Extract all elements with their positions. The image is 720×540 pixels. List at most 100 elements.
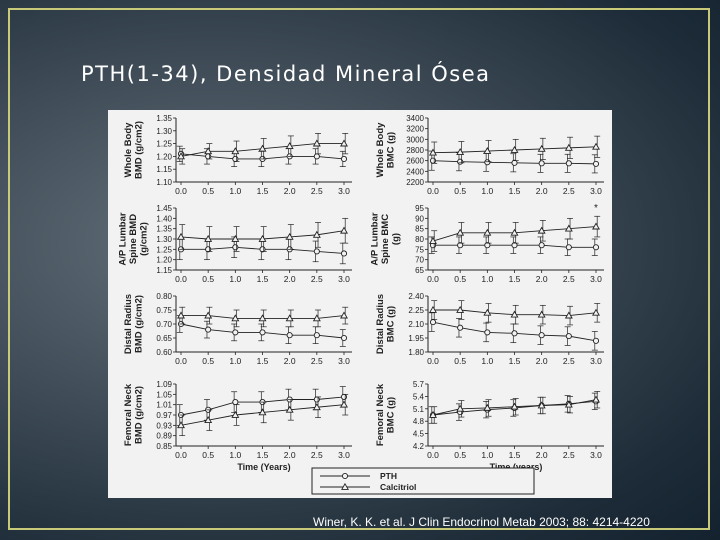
y-axis-label: (g/cm2) bbox=[139, 222, 150, 256]
x-tick-label: 2.5 bbox=[563, 274, 575, 284]
data-point bbox=[456, 404, 465, 412]
data-point bbox=[313, 396, 320, 403]
series-circle bbox=[428, 312, 600, 351]
y-tick-label: 80 bbox=[415, 235, 424, 244]
x-tick-label: 3.0 bbox=[338, 274, 350, 284]
y-axis-label: (g) bbox=[391, 233, 402, 245]
y-tick-label: 2.40 bbox=[408, 292, 424, 301]
data-point bbox=[564, 224, 573, 232]
series-circle bbox=[176, 386, 348, 426]
citation: Winer, K. K. et al. J Clin Endocrinol Me… bbox=[313, 515, 650, 529]
data-point bbox=[483, 308, 492, 316]
x-tick-label: 2.0 bbox=[284, 274, 296, 284]
y-tick-label: 1.25 bbox=[156, 140, 172, 149]
data-point bbox=[340, 250, 348, 257]
x-tick-label: 2.5 bbox=[311, 450, 323, 460]
data-point bbox=[340, 139, 348, 147]
series-triangle bbox=[429, 300, 601, 326]
y-tick-label: 95 bbox=[415, 204, 424, 213]
y-axis-label: Distal Radius bbox=[123, 294, 134, 354]
x-tick-label: 2.5 bbox=[563, 186, 575, 196]
x-tick-label: 0.0 bbox=[175, 186, 187, 196]
series-triangle bbox=[177, 393, 349, 437]
y-tick-label: 0.80 bbox=[156, 292, 172, 301]
x-tick-label: 2.0 bbox=[536, 450, 548, 460]
x-tick-label: 0.5 bbox=[454, 356, 466, 366]
data-point bbox=[258, 234, 267, 242]
x-tick-label: 1.0 bbox=[229, 274, 241, 284]
data-point bbox=[537, 310, 546, 318]
data-point bbox=[340, 311, 348, 319]
x-tick-label: 3.0 bbox=[590, 274, 602, 284]
data-point bbox=[564, 311, 573, 319]
x-tick-label: 2.5 bbox=[311, 186, 323, 196]
data-point bbox=[565, 160, 572, 167]
data-point bbox=[231, 147, 240, 155]
y-tick-label: 2.25 bbox=[408, 306, 424, 315]
y-tick-label: 90 bbox=[415, 214, 424, 223]
data-point bbox=[177, 421, 185, 429]
data-point bbox=[312, 403, 321, 411]
x-tick-label: 2.0 bbox=[536, 186, 548, 196]
data-point bbox=[177, 311, 185, 319]
x-tick-label: 2.0 bbox=[536, 356, 548, 366]
panel-lumbar-bmd: 1.151.20 1.251.301.35 1.401.45 0.0 0.5 1.0 1.5… bbox=[118, 204, 352, 284]
x-axis-label: Time (years) bbox=[490, 462, 543, 472]
data-point bbox=[592, 142, 600, 150]
y-tick-label: 1.09 bbox=[156, 380, 172, 389]
data-point bbox=[511, 159, 518, 166]
y-axis-label: BMC (g) bbox=[385, 132, 396, 168]
data-point bbox=[483, 228, 492, 236]
data-point bbox=[312, 230, 321, 238]
data-point bbox=[538, 160, 545, 167]
panel-radius-bmd: 0.60 0.65 0.70 0.75 0.80 0.0 0.5 1.0 1.5 2.0 2.5 3.… bbox=[123, 292, 352, 366]
bone-density-figure: 1.101.151.201.251.301.350.0 0.5 1.0 1.5 2.0 2… bbox=[118, 114, 604, 495]
y-tick-label: 5.4 bbox=[413, 392, 425, 401]
data-point bbox=[592, 244, 600, 251]
data-point bbox=[259, 329, 266, 336]
data-point bbox=[285, 142, 294, 150]
series-triangle bbox=[429, 215, 601, 252]
x-tick-label: 1.5 bbox=[509, 274, 521, 284]
y-tick-label: 4.8 bbox=[413, 417, 425, 426]
data-point bbox=[204, 147, 213, 155]
y-axis-label: Spine BMC bbox=[380, 214, 391, 264]
data-point bbox=[232, 399, 239, 406]
y-tick-label: 1.45 bbox=[156, 204, 172, 213]
legend-box bbox=[311, 467, 535, 495]
y-tick-label: 0.93 bbox=[156, 421, 172, 430]
data-point bbox=[564, 400, 573, 408]
data-point bbox=[232, 244, 239, 251]
x-tick-label: 3.0 bbox=[590, 186, 602, 196]
data-point bbox=[205, 153, 212, 160]
y-axis-label: Femoral Neck bbox=[123, 383, 134, 446]
data-point bbox=[511, 330, 518, 337]
data-point bbox=[204, 311, 213, 319]
data-point bbox=[537, 226, 546, 234]
x-tick-label: 0.5 bbox=[202, 356, 214, 366]
x-tick-label: 2.0 bbox=[284, 450, 296, 460]
data-point bbox=[457, 242, 464, 249]
x-tick-label: 3.0 bbox=[338, 356, 350, 366]
y-tick-label: 1.30 bbox=[156, 127, 172, 136]
data-point bbox=[177, 232, 185, 240]
y-tick-label: 2400 bbox=[406, 167, 424, 176]
x-tick-label: 1.5 bbox=[257, 274, 269, 284]
y-tick-label: 1.80 bbox=[408, 348, 424, 357]
data-point bbox=[312, 139, 321, 147]
data-point bbox=[313, 332, 320, 339]
panel-wb-bmd: 1.10 1.15 1.20 1.25 1.30 1.35 0.0 0.5 1.0 1.5 2.0 2… bbox=[123, 114, 352, 196]
data-point bbox=[510, 228, 519, 236]
data-point bbox=[285, 232, 294, 240]
data-point bbox=[258, 144, 267, 152]
data-point bbox=[510, 310, 519, 318]
data-point bbox=[204, 234, 213, 242]
y-tick-label: 3200 bbox=[406, 125, 424, 134]
data-point bbox=[313, 153, 320, 160]
x-tick-label: 2.5 bbox=[311, 274, 323, 284]
y-tick-label: 1.40 bbox=[156, 214, 172, 223]
legend-label: PTH bbox=[380, 471, 397, 481]
x-tick-label: 1.5 bbox=[257, 186, 269, 196]
